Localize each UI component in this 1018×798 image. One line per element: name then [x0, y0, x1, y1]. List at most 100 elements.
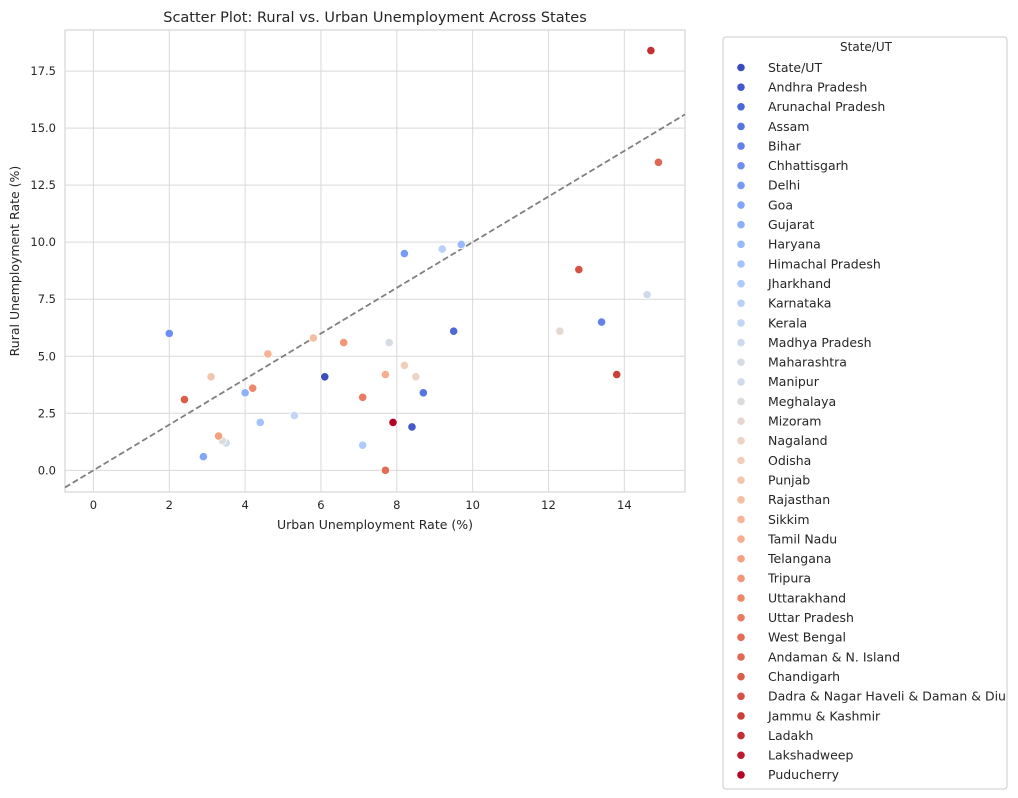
data-point	[574, 264, 584, 275]
legend-marker	[737, 319, 745, 327]
legend-label: Meghalaya	[768, 394, 836, 409]
data-point	[198, 452, 209, 462]
legend-marker	[737, 437, 745, 445]
legend-marker	[737, 476, 745, 484]
legend-label: Tamil Nadu	[767, 531, 837, 546]
legend-label: Chandigarh	[768, 669, 840, 684]
y-tick-label: 2.5	[38, 406, 56, 420]
legend-label: Andaman & N. Island	[768, 649, 900, 664]
x-tick-label: 4	[241, 498, 248, 512]
legend-label: Assam	[768, 119, 809, 134]
legend-marker	[737, 771, 745, 779]
legend-frame	[722, 36, 1008, 790]
legend-marker	[737, 535, 745, 543]
legend-label: West Bengal	[768, 630, 846, 645]
x-tick-label: 2	[166, 498, 173, 512]
y-tick-labels: 0.0 2.5 5.0 7.5 10.0 12.5 15.0 17.5	[30, 64, 56, 477]
data-point	[449, 326, 459, 336]
legend-label: Odisha	[768, 453, 811, 468]
legend-label: Jharkhand	[767, 276, 831, 291]
legend-marker	[737, 613, 745, 622]
data-point	[612, 369, 622, 380]
data-point	[596, 317, 607, 327]
data-point	[248, 383, 258, 393]
legend-marker	[737, 142, 745, 150]
legend-label: Uttar Pradesh	[768, 610, 854, 625]
legend-marker	[737, 240, 745, 249]
legend-label: Punjab	[768, 472, 810, 487]
legend-marker	[737, 122, 745, 131]
legend-label: Lakshadweep	[768, 748, 853, 763]
legend-marker	[737, 181, 745, 190]
legend-marker	[737, 260, 745, 268]
y-tick-label: 17.5	[30, 64, 56, 78]
legend-label: Madhya Pradesh	[768, 335, 872, 350]
data-point	[653, 157, 664, 167]
data-point	[358, 392, 368, 402]
data-point	[399, 248, 409, 259]
legend: State/UT State/UT Andhra Pradesh Arunachal…	[722, 36, 1008, 790]
legend-label: Tripura	[767, 571, 811, 586]
legend-label: Ladakh	[768, 728, 813, 743]
legend-label: Delhi	[768, 178, 800, 193]
legend-marker	[737, 692, 745, 701]
data-point	[339, 337, 349, 348]
legend-marker	[737, 378, 745, 386]
legend-label: Nagaland	[768, 433, 828, 448]
data-point	[646, 45, 656, 56]
legend-marker	[737, 63, 745, 72]
y-tick-label: 15.0	[30, 121, 56, 135]
legend-marker	[737, 496, 745, 504]
legend-marker	[737, 574, 745, 583]
data-point	[380, 465, 391, 475]
reference-line	[64, 113, 686, 489]
data-point	[213, 431, 224, 441]
x-tick-label: 6	[317, 498, 324, 512]
legend-label: Dadra & Nagar Haveli & Daman & Diu	[768, 689, 1006, 704]
legend-label: Manipur	[768, 374, 820, 389]
data-point	[384, 337, 394, 348]
legend-label: Rajasthan	[768, 492, 830, 507]
legend-marker	[737, 712, 745, 720]
x-tick-label: 10	[465, 498, 480, 512]
legend-label: Himachal Pradesh	[768, 256, 881, 271]
data-point	[240, 388, 250, 398]
legend-marker	[737, 515, 745, 524]
legend-marker	[737, 594, 745, 602]
data-point	[164, 328, 174, 339]
data-point	[411, 372, 421, 382]
grid	[65, 30, 685, 492]
x-tick-label: 14	[617, 498, 632, 512]
legend-label: Goa	[768, 197, 793, 212]
legend-label: Uttarakhand	[768, 590, 846, 605]
x-tick-label: 12	[541, 498, 556, 512]
data-point	[437, 244, 447, 254]
legend-marker	[737, 456, 745, 465]
data-point	[179, 394, 190, 405]
legend-label: Telangana	[767, 551, 831, 566]
legend-marker	[737, 299, 745, 308]
legend-label: Bihar	[768, 138, 802, 153]
data-point	[380, 369, 391, 380]
legend-label: Kerala	[768, 315, 807, 330]
data-point	[358, 440, 368, 450]
legend-marker	[737, 161, 745, 170]
legend-label: Arunachal Pradesh	[768, 99, 885, 114]
legend-marker	[737, 417, 745, 426]
y-tick-label: 0.0	[38, 463, 56, 477]
points	[164, 45, 664, 475]
legend-marker	[737, 554, 745, 563]
plot-area	[64, 29, 686, 493]
legend-marker	[737, 338, 745, 347]
reference-line-group	[64, 113, 686, 489]
legend-marker	[737, 653, 745, 661]
data-point	[418, 388, 428, 398]
legend-marker	[737, 751, 745, 760]
data-point	[308, 333, 318, 343]
legend-marker	[737, 358, 745, 367]
data-point	[255, 417, 265, 428]
legend-label: Chhattisgarh	[768, 158, 848, 173]
y-tick-label: 12.5	[30, 178, 56, 192]
y-axis-label: Rural Unemployment Rate (%)	[7, 166, 22, 357]
